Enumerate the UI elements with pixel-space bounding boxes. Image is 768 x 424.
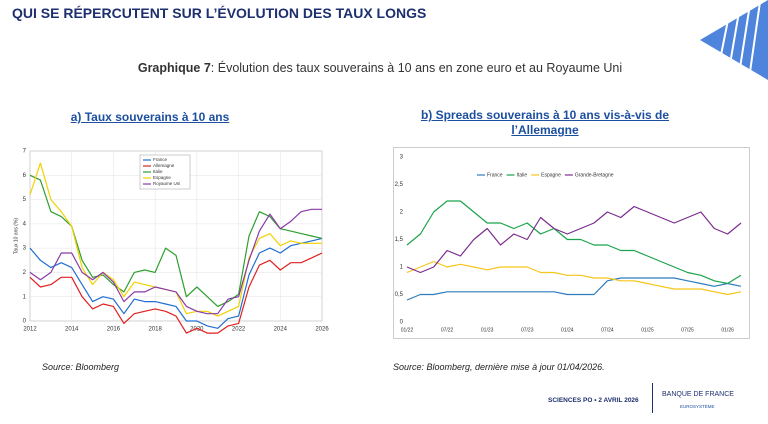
legend-label: Royaume Uni [153,181,180,186]
footer-event: SCIENCES PO • 2 AVRIL 2026 [548,397,639,404]
figure-label: Graphique 7 [137,61,211,75]
y-tick-label: 1 [400,265,404,271]
series-line [29,174,323,307]
y-tick-label: 0 [23,319,27,325]
y-axis-label: Taux 10 ans (%) [13,218,19,254]
x-tick-label: 2012 [23,327,37,333]
x-tick-label: 2024 [274,327,288,333]
series-line [29,208,322,315]
x-tick-label: 07/23 [521,327,534,333]
series-line [29,237,323,329]
footer-logo-sub: EUROSYSTÈME [680,404,715,409]
series-line [29,252,323,334]
y-tick-label: 5 [23,197,27,203]
y-tick-label: 3 [23,246,27,252]
y-tick-label: 6 [23,173,27,179]
x-tick-label: 2026 [315,327,329,333]
header-title: QUI SE RÉPERCUTENT SUR L’ÉVOLUTION DES T… [12,5,427,21]
legend-label: Italie [517,172,528,178]
x-tick-label: 2018 [148,327,162,333]
x-tick-label: 2022 [232,327,246,333]
y-tick-label: 0,5 [395,292,404,298]
corner-decoration [700,0,768,80]
legend-label: Espagne [541,172,561,178]
y-tick-label: 3 [400,155,404,161]
figure-caption: : Évolution des taux souverains à 10 ans… [210,61,623,75]
x-tick-label: 07/22 [441,327,454,333]
y-tick-label: 2,5 [395,182,404,188]
x-tick-label: 07/25 [681,327,694,333]
source: Source: Bloomberg, dernière mise à jour … [393,362,605,372]
x-tick-label: 2016 [107,327,121,333]
chart: 0 0,5 1 1,5 2 2,5 3 01/22 07/22 01/23 07/23 01/24 07… [393,147,750,339]
legend-label: Italie [153,169,163,174]
x-tick-label: 2020 [190,327,204,333]
y-tick-label: 1,5 [395,237,404,243]
y-tick-label: 2 [400,210,404,216]
legend-label: France [153,157,168,162]
y-tick-label: 4 [23,221,27,227]
chart: 0 1 2 3 4 5 6 7 2012 2014 2016 2018 2020 2022 2024 2026… [13,149,329,334]
y-tick-label: 7 [23,149,27,155]
x-tick-label: 01/25 [641,327,654,333]
chart-title: b) Spreads souverains à 10 ans vis-à-vis… [420,108,670,137]
series-line [406,205,742,274]
x-tick-label: 01/26 [721,327,734,333]
footer-logo: BANQUE DE FRANCE [662,391,734,398]
series-line [406,200,742,285]
figure-heading: Graphique 7: Évolution des taux souverai… [130,60,630,77]
legend-label: Grande-Bretagne [575,172,614,178]
x-tick-label: 07/24 [601,327,614,333]
series-line [406,277,742,301]
x-tick-label: 01/23 [481,327,494,333]
chart-title: a) Taux souverains à 10 ans [70,110,230,124]
series-line [406,260,742,296]
y-tick-label: 0 [400,320,404,326]
separator [652,383,653,413]
legend-label: Allemagne [153,163,175,168]
source: Source: Bloomberg [42,362,120,372]
legend-label: France [487,172,503,178]
y-tick-label: 2 [23,270,27,276]
x-tick-label: 01/24 [561,327,574,333]
legend-label: Espagne [153,175,171,180]
x-tick-label: 2014 [65,327,79,333]
x-tick-label: 01/22 [401,327,414,333]
y-tick-label: 1 [23,294,27,300]
